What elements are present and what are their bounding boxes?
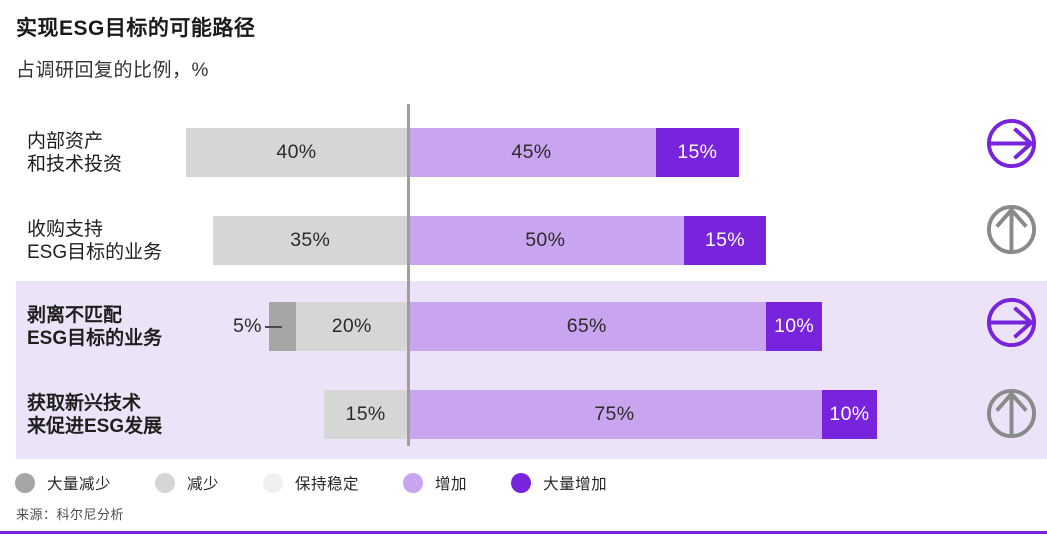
right-arrow-circle-icon [986,297,1037,348]
category-label-line: 剥离不匹配 [27,304,123,326]
bar-segment-decrease: 40% [185,128,407,177]
category-label-line: 收购支持 [27,218,104,240]
legend-dot [155,473,176,493]
segment-value: 5% [232,315,262,337]
category-label: 获取新兴技术 来促进ESG发展 [27,390,217,439]
legend-label: 减少 [187,476,220,493]
bar-segment-increase: 75% [407,390,822,439]
callout-dash [264,325,282,328]
legend-dot [263,473,284,493]
bar-segment-decrease: 35% [213,216,407,265]
bar-segment-strong_increase: 15% [655,128,739,177]
segment-value: 50% [525,229,566,251]
segment-value: 35% [290,229,331,251]
legend-item: 大量减少 [15,472,111,494]
legend-item: 大量增加 [511,472,607,494]
category-label-line: 获取新兴技术 [27,392,142,414]
category-label-line: 内部资产 [27,130,104,152]
legend-item: 保持稳定 [263,472,359,494]
category-label-line: ESG目标的业务 [27,241,163,263]
segment-value: 40% [276,141,317,163]
segment-value: 15% [345,403,386,425]
page-title: 实现ESG目标的可能路径 [16,17,256,40]
category-label: 内部资产 和技术投资 [27,128,217,177]
legend: 大量减少 减少 保持稳定 增加 大量增加 [15,472,607,494]
legend-dot [15,473,35,493]
category-label-line: 来促进ESG发展 [27,415,163,437]
segment-value: 75% [594,403,635,425]
legend-label: 大量减少 [47,476,112,493]
segment-value: 15% [705,229,745,251]
segment-value: 20% [331,315,372,337]
legend-dot [403,473,424,493]
segment-value: 45% [511,141,552,163]
up-arrow-circle-icon [986,388,1037,439]
bar-segment-decrease: 20% [296,302,407,351]
bar-segment-decrease: 15% [324,390,407,439]
category-label: 收购支持 ESG目标的业务 [27,216,217,265]
segment-value: 10% [829,403,870,425]
legend-item: 减少 [155,472,219,494]
bar-segment-increase: 65% [407,302,767,351]
up-arrow-circle-icon [986,204,1037,255]
bar-segment-strong_increase: 15% [683,216,767,265]
page-subtitle: 占调研回复的比例，% [16,60,209,81]
bar-segment-strong_increase: 10% [766,302,822,351]
legend-label: 保持稳定 [295,476,360,493]
right-arrow-circle-icon [986,118,1037,169]
segment-value: 65% [566,315,607,337]
legend-item: 增加 [403,472,467,494]
bottom-accent-bar [0,531,1047,534]
segment-value: 10% [774,315,815,337]
category-label: 剥离不匹配 ESG目标的业务 [27,302,217,351]
axis-line [407,104,410,446]
category-label-line: ESG目标的业务 [27,327,163,349]
legend-label: 增加 [435,476,468,493]
bar-segment-increase: 45% [407,128,656,177]
bar-segment-strong_increase: 10% [821,390,878,439]
legend-dot [511,473,532,493]
legend-label: 大量增加 [543,476,608,493]
segment-callout: 5% [233,302,282,351]
segment-value: 15% [677,141,718,163]
category-label-line: 和技术投资 [27,153,123,175]
source-note: 来源：科尔尼分析 [16,507,125,522]
bar-segment-increase: 50% [407,216,684,265]
